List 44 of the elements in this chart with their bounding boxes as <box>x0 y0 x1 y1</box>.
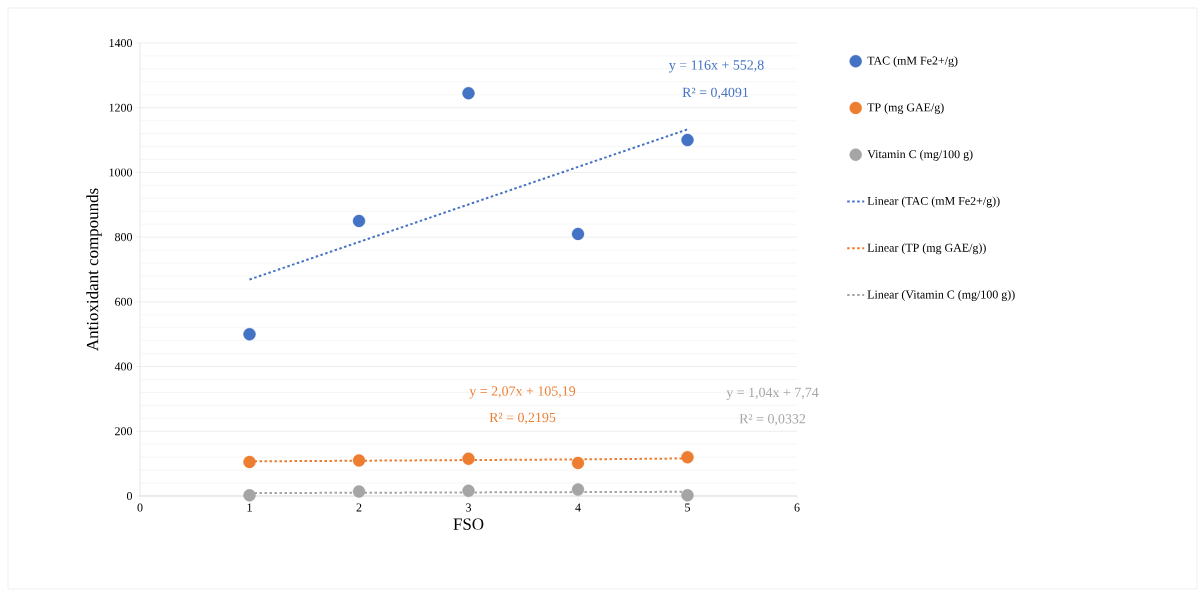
point <box>462 484 475 498</box>
point <box>571 227 585 241</box>
legend-label: Linear (Vitamin C (mg/100 g)) <box>867 290 1015 301</box>
point <box>462 452 475 465</box>
x-tick-label: 4 <box>575 503 581 512</box>
legend-label: Vitamin C (mg/100 g) <box>867 149 973 161</box>
x-tick-label: 5 <box>685 503 691 512</box>
point <box>681 489 694 502</box>
x-tick-label: 3 <box>466 503 472 512</box>
annotation: R² = 0,2195 <box>489 412 556 425</box>
annotation: R² = 0,0332 <box>739 414 806 426</box>
x-tick-label: 1 <box>247 503 252 512</box>
annotation: y = 1,04x + 7,74 <box>726 387 819 400</box>
point <box>352 454 366 467</box>
point <box>462 86 475 100</box>
x-axis-title: FSO <box>453 518 484 530</box>
x-tick-label: 0 <box>137 503 143 512</box>
legend-label: Linear (TAC (mM Fe2+/g)) <box>867 196 1000 208</box>
annotation: R² = 0,4091 <box>682 87 749 100</box>
point <box>571 483 585 496</box>
point <box>352 485 366 498</box>
point <box>243 489 256 502</box>
y-tick-label: 1000 <box>109 168 133 177</box>
x-tick-label: 2 <box>356 503 362 512</box>
point <box>243 455 256 469</box>
legend-label: TAC (mM Fe2+/g) <box>867 56 958 68</box>
y-tick-label: 400 <box>114 362 133 371</box>
y-axis-title: Antioxidant compounds <box>86 188 102 351</box>
point <box>681 133 694 147</box>
point <box>681 450 694 464</box>
y-tick-label: 1400 <box>109 38 133 48</box>
x-tick-label: 6 <box>794 503 800 512</box>
legend-label: TP (mg GAE/g) <box>867 103 944 114</box>
annotation: y = 116x + 552,8 <box>668 60 764 73</box>
y-tick-label: 0 <box>126 491 133 501</box>
legend-label: Linear (TP (mg GAE/g)) <box>867 243 986 255</box>
point <box>571 456 585 470</box>
y-tick-label: 600 <box>115 297 133 306</box>
point <box>352 214 366 228</box>
y-tick-label: 1200 <box>109 103 133 112</box>
annotation: y = 2,07x + 105,19 <box>469 386 576 399</box>
y-tick-label: 200 <box>115 427 133 436</box>
y-tick-label: 800 <box>115 233 133 242</box>
point <box>243 328 256 341</box>
